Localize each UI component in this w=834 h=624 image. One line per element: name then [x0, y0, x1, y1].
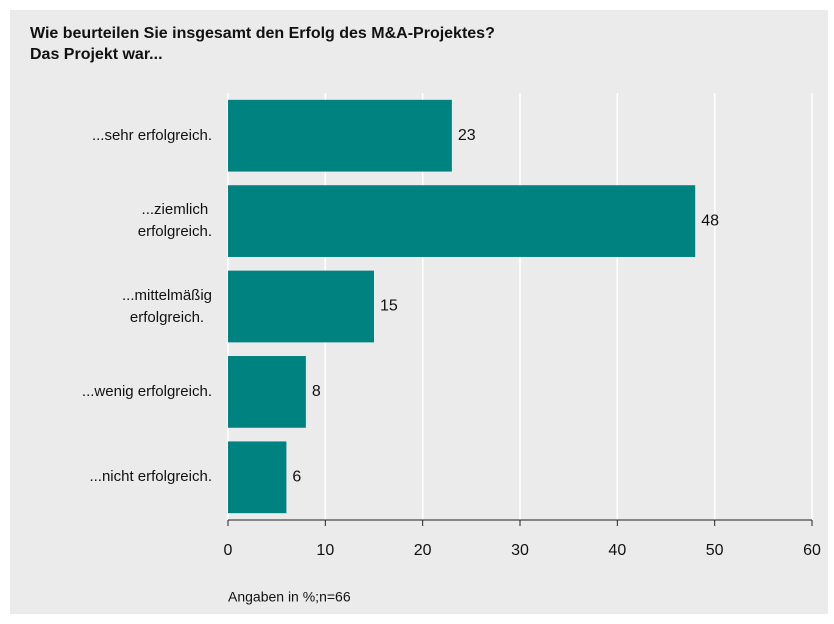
x-tick-label: 10: [316, 542, 334, 559]
bar: [228, 270, 374, 343]
x-tick-label: 30: [511, 542, 529, 559]
bar: [228, 99, 452, 172]
value-label: 6: [292, 469, 301, 486]
bar: [228, 441, 287, 514]
chart-subtitle: Das Projekt war...: [30, 46, 163, 63]
value-label: 48: [701, 212, 719, 229]
note: Angaben in %;n=66: [228, 589, 351, 605]
category-label: ...sehr erfolgreich.: [91, 126, 212, 144]
bar: [228, 185, 696, 257]
chart-title: Wie beurteilen Sie insgesamt den Erfolg …: [30, 25, 495, 42]
value-label: 8: [312, 383, 321, 400]
bar: [228, 356, 306, 428]
x-tick-label: 20: [414, 542, 432, 559]
value-label: 23: [458, 127, 476, 144]
category-label: ...ziemlich erfolgreich.: [137, 201, 212, 241]
x-tick-label: 50: [706, 542, 724, 559]
x-tick-label: 40: [608, 542, 626, 559]
value-label: 15: [380, 298, 398, 315]
category-label: ...nicht erfolgreich.: [89, 468, 212, 486]
x-tick-label: 60: [803, 542, 821, 559]
category-label: ...wenig erfolgreich.: [81, 382, 212, 400]
category-label: ...mittelmäßig erfolgreich.: [121, 286, 212, 326]
x-tick-label: 0: [224, 542, 233, 559]
